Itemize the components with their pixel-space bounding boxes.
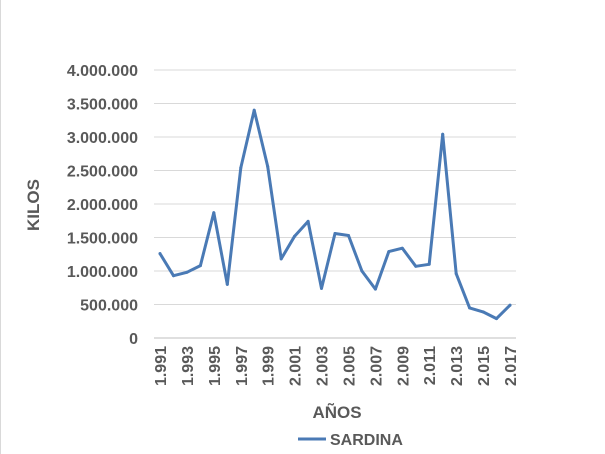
data-point [158, 252, 162, 256]
x-tick-label: 2.003 [315, 346, 332, 386]
y-tick-label: 1.500.000 [67, 231, 138, 248]
data-point [333, 232, 337, 235]
data-point [373, 287, 377, 291]
y-tick-label: 4.000.000 [67, 63, 138, 80]
legend: SARDINA [298, 432, 403, 449]
data-point [427, 262, 431, 266]
x-tick-label: 2.015 [476, 346, 493, 386]
data-point [293, 234, 297, 238]
data-point [495, 317, 498, 321]
data-point [279, 257, 283, 261]
data-point [185, 270, 189, 274]
data-point [252, 108, 256, 112]
data-point [172, 274, 175, 278]
y-tick-label: 1.000.000 [67, 264, 138, 281]
data-point [239, 166, 243, 170]
x-tick-label: 1.999 [261, 346, 278, 386]
data-point [360, 269, 364, 273]
x-axis-ticks: 1.991 1.993 1.995 1.997 1.999 2.001 2.003 2.005… [153, 346, 520, 386]
data-point [320, 286, 323, 290]
x-axis-title: AÑOS [312, 402, 361, 422]
data-point [441, 132, 445, 136]
y-tick-label: 3.500.000 [67, 97, 138, 114]
x-tick-label: 1.993 [180, 346, 197, 386]
data-point [212, 211, 216, 215]
data-point [400, 246, 404, 250]
x-tick-label: 2.013 [449, 346, 466, 386]
data-point [414, 264, 418, 268]
x-tick-label: 2.009 [395, 346, 412, 386]
x-tick-label: 2.005 [341, 346, 358, 386]
y-tick-label: 2.000.000 [67, 197, 138, 214]
y-tick-label: 3.000.000 [67, 130, 138, 147]
series-layer [158, 108, 512, 321]
data-point [454, 272, 458, 276]
data-point [198, 264, 202, 268]
data-point [306, 219, 310, 223]
data-point [347, 234, 350, 237]
y-tick-label: 2.500.000 [67, 164, 138, 181]
data-point [481, 310, 485, 314]
data-point [266, 165, 270, 168]
series-line-sardina [158, 108, 512, 321]
data-point [387, 250, 391, 254]
gridlines [154, 69, 516, 339]
y-axis-ticks: 0 500.000 1.000.000 1.500.000 2.000.000 2.500… [67, 63, 138, 348]
data-point [225, 282, 229, 286]
data-point [468, 306, 472, 310]
y-tick-label: 0 [129, 331, 138, 348]
x-tick-label: 2.011 [422, 346, 439, 385]
x-tick-label: 1.991 [153, 346, 170, 386]
y-tick-label: 500.000 [80, 298, 138, 315]
x-tick-label: 1.997 [234, 346, 251, 386]
x-tick-label: 2.001 [288, 346, 305, 386]
legend-label-sardina: SARDINA [330, 432, 403, 449]
y-axis-title: KILOS [24, 179, 43, 231]
x-tick-label: 2.017 [503, 346, 520, 386]
x-tick-label: 1.995 [207, 346, 224, 386]
x-tick-label: 2.007 [368, 346, 385, 386]
data-point [508, 303, 512, 307]
